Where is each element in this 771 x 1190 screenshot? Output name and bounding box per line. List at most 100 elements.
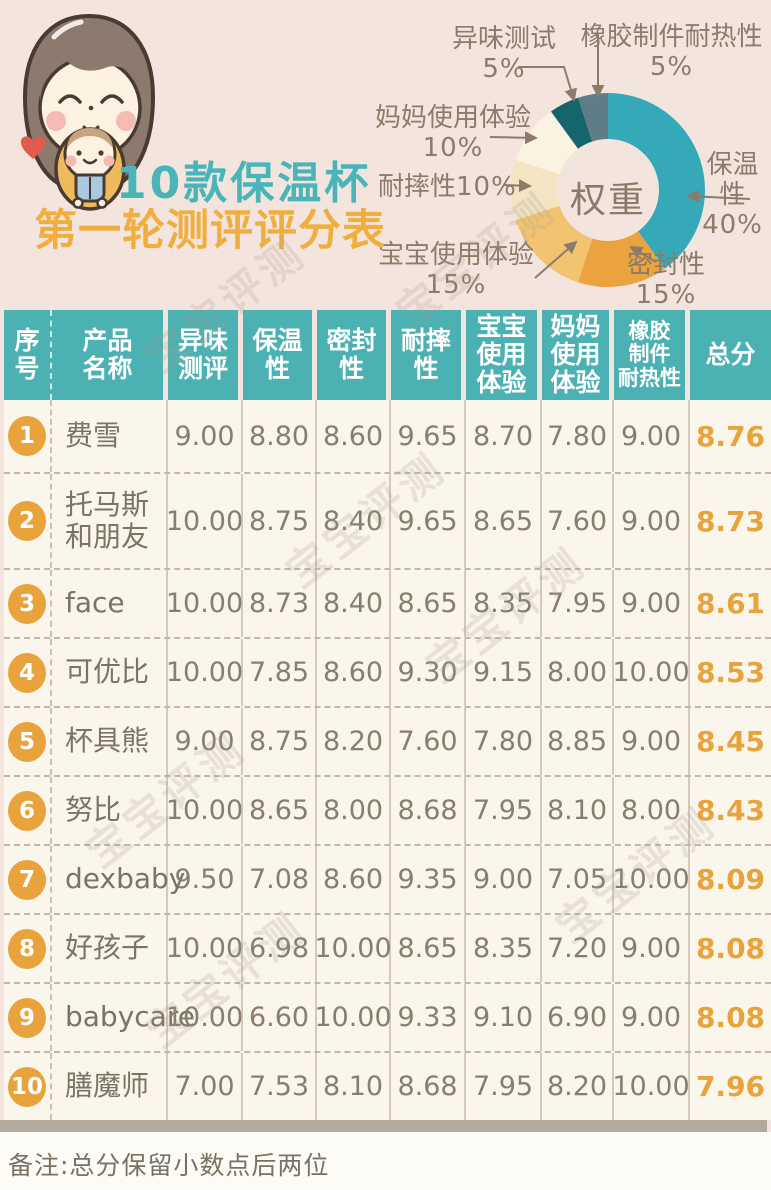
score-smell: 10.00 xyxy=(166,915,243,982)
label-rubber-heat: 橡胶制件耐热性 5% xyxy=(572,22,771,82)
donut-slice-异味测试 xyxy=(550,97,593,149)
score-rubber: 9.00 xyxy=(614,984,690,1051)
product-name: 膳魔师 xyxy=(52,1053,168,1120)
score-insulation: 8.65 xyxy=(243,777,317,844)
score-insulation: 8.75 xyxy=(243,708,317,775)
baby-hair xyxy=(67,128,113,148)
header-smell-test: 异味 测评 xyxy=(168,310,238,400)
score-smell: 7.00 xyxy=(168,1053,243,1120)
leader-sealing xyxy=(629,245,657,263)
total-score: 8.08 xyxy=(695,1001,766,1034)
score-mom: 8.85 xyxy=(542,708,614,775)
leader-insulation xyxy=(686,190,751,204)
score-baby: 7.95 xyxy=(466,777,542,844)
rank-badge: 9 xyxy=(8,997,46,1038)
score-drop: 9.33 xyxy=(391,984,466,1051)
slice-label: 橡胶制件耐热性 xyxy=(580,22,763,52)
label-insulation: 保温性 40% xyxy=(694,150,771,240)
score-sealing: 8.00 xyxy=(317,777,391,844)
product-name: 好孩子 xyxy=(52,915,168,982)
score-insulation: 6.98 xyxy=(243,915,317,982)
score-rubber: 10.00 xyxy=(612,639,690,706)
label-sealing: 密封性 15% xyxy=(600,250,732,310)
score-smell: 9.00 xyxy=(168,708,243,775)
score-baby: 8.35 xyxy=(466,570,542,637)
rank-cell: 6 xyxy=(4,777,52,844)
score-insulation: 7.08 xyxy=(243,846,317,913)
slice-pct: 10% xyxy=(422,133,484,164)
product-name: dexbaby xyxy=(52,846,185,913)
header-rank: 序 号 xyxy=(4,310,52,400)
baby-left-hand xyxy=(72,197,84,209)
rank-badge: 8 xyxy=(8,928,46,969)
leader-mom-experience xyxy=(489,131,538,145)
score-baby: 9.15 xyxy=(466,639,542,706)
note-section: 备注:总分保留小数点后两位 xyxy=(0,1132,771,1190)
score-sealing: 10.00 xyxy=(314,915,392,982)
score-sealing: 8.40 xyxy=(317,474,391,568)
score-drop: 8.68 xyxy=(391,777,466,844)
total-score: 8.61 xyxy=(695,587,766,620)
rank-badge: 2 xyxy=(8,501,46,541)
baby-left-eye xyxy=(76,150,82,156)
baby-mouth xyxy=(82,158,98,165)
page-title-line1: 10款保温杯 xyxy=(116,158,372,209)
baby-right-hand xyxy=(96,197,108,209)
score-smell: 9.00 xyxy=(168,400,243,472)
baby-right-cheek xyxy=(103,155,115,167)
rank-cell: 1 xyxy=(4,400,52,472)
score-rubber: 10.00 xyxy=(612,846,690,913)
header-insulation: 保温 性 xyxy=(243,310,312,400)
total-score: 8.53 xyxy=(695,656,766,689)
donut-slice-密封性 xyxy=(578,231,666,287)
header-drop-resistance: 耐摔 性 xyxy=(391,310,461,400)
slice-pct: 15% xyxy=(635,280,697,311)
score-rubber: 9.00 xyxy=(614,708,690,775)
score-mom: 8.00 xyxy=(542,639,614,706)
score-rubber: 9.00 xyxy=(614,474,690,568)
rank-cell: 8 xyxy=(4,915,52,982)
total-score: 8.73 xyxy=(695,504,766,538)
table-row: 10 膳魔师 7.00 7.53 8.10 8.68 7.95 8.20 10.… xyxy=(4,1051,771,1120)
score-sealing: 8.60 xyxy=(317,400,391,472)
slice-label: 保温性 xyxy=(706,150,759,211)
table-row: 4 可优比 10.00 7.85 8.60 9.30 9.15 8.00 10.… xyxy=(4,637,771,706)
heart-icon xyxy=(20,136,46,159)
mother-right-cheek xyxy=(116,111,136,131)
header-sealing: 密封 性 xyxy=(317,310,386,400)
score-mom: 7.60 xyxy=(542,474,614,568)
page-title-line2: 第一轮测评评分表 xyxy=(34,206,386,256)
score-drop: 9.65 xyxy=(391,400,466,472)
table-row: 6 努比 10.00 8.65 8.00 8.68 7.95 8.10 8.00… xyxy=(4,775,771,844)
hair-highlight xyxy=(51,19,84,40)
slice-pct: 5% xyxy=(482,54,526,85)
donut-slice-耐摔性 xyxy=(510,160,560,220)
rank-cell: 7 xyxy=(4,846,52,913)
product-name: 可优比 xyxy=(52,639,168,706)
score-mom: 7.20 xyxy=(542,915,614,982)
slice-label: 宝宝使用体验 xyxy=(377,240,534,270)
slice-pct: 40% xyxy=(702,210,763,241)
leader-smell-test xyxy=(518,66,578,102)
score-baby: 8.65 xyxy=(466,474,542,568)
rank-cell: 2 xyxy=(4,474,52,568)
score-mom: 7.95 xyxy=(542,570,614,637)
score-baby: 8.70 xyxy=(466,400,542,472)
header-total: 总分 xyxy=(690,310,771,400)
score-baby: 9.10 xyxy=(466,984,542,1051)
table-row: 9 babycare 10.00 6.60 10.00 9.33 9.10 6.… xyxy=(4,982,771,1051)
slice-label: 密封性 xyxy=(626,250,705,280)
score-baby: 7.95 xyxy=(466,1053,542,1120)
donut-slice-妈妈使用体验 xyxy=(515,111,579,175)
donut-ring xyxy=(510,93,705,287)
total-score: 8.08 xyxy=(695,932,766,965)
baby-right-eye xyxy=(98,150,104,156)
rank-badge: 10 xyxy=(8,1066,46,1107)
total-score: 8.45 xyxy=(695,725,766,758)
mother-bangs xyxy=(40,33,147,102)
baby-left-cheek xyxy=(65,155,77,167)
score-sealing: 8.60 xyxy=(317,639,391,706)
score-rubber: 9.00 xyxy=(614,400,690,472)
score-sealing: 8.60 xyxy=(317,846,391,913)
